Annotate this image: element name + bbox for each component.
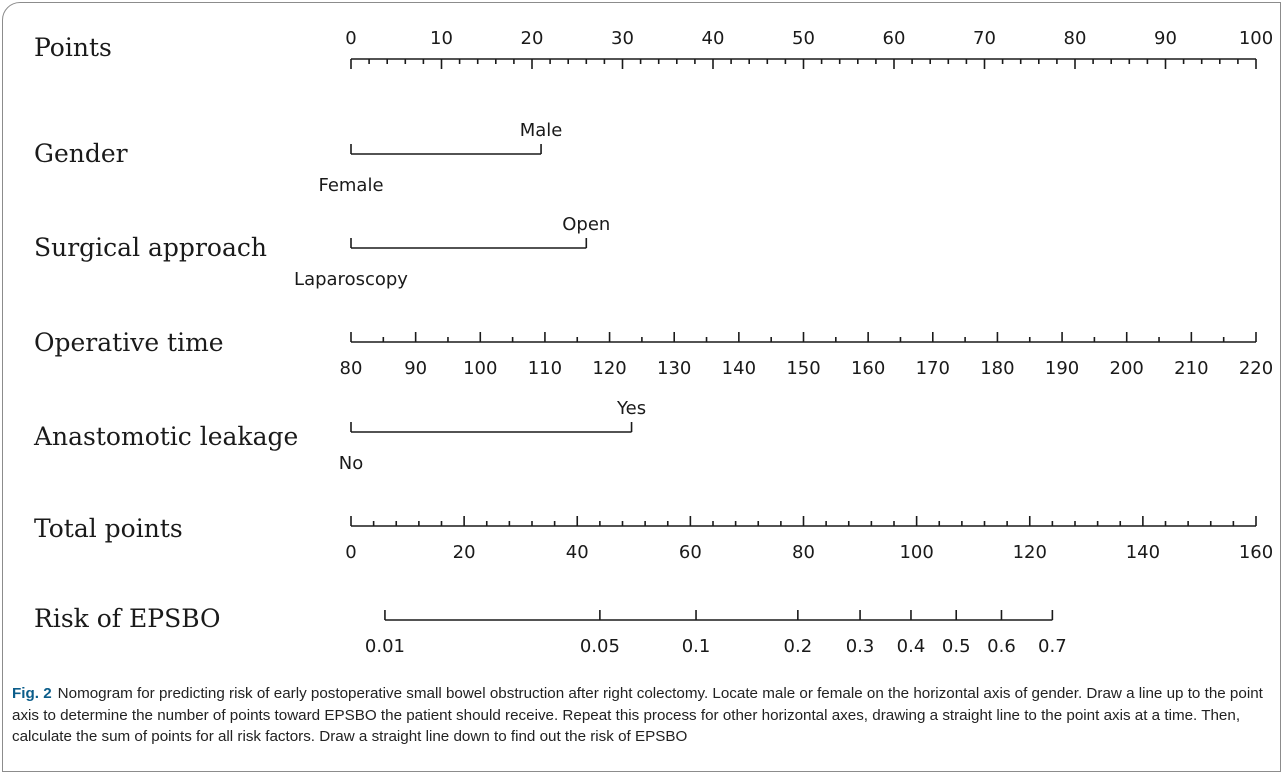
operative-time-tick-label: 160 [851,358,885,379]
operative-time-tick-label: 190 [1045,358,1079,379]
operative-time-row-label: Operative time [34,328,224,357]
total-points-tick-label: 140 [1126,542,1160,563]
operative-time-tick-label: 80 [340,358,363,379]
gender-level-male: Male [520,120,563,141]
gender-level-female: Female [318,175,383,196]
points-tick-label: 10 [430,28,453,49]
risk-of-epsbo-tick-label: 0.7 [1038,636,1067,657]
points-tick-label: 40 [702,28,725,49]
total-points-tick-label: 40 [566,542,589,563]
surgical-approach-level-open: Open [562,214,610,235]
points-tick-label: 80 [1064,28,1087,49]
points-tick-label: 70 [973,28,996,49]
risk-of-epsbo-row-label: Risk of EPSBO [34,604,221,633]
anastomotic-leakage-level-yes: Yes [616,398,646,419]
total-points-tick-label: 100 [899,542,933,563]
operative-time-tick-label: 130 [657,358,691,379]
points-tick-label: 30 [611,28,634,49]
points-tick-label: 60 [883,28,906,49]
risk-of-epsbo-tick-label: 0.1 [682,636,711,657]
total-points-row-label: Total points [34,514,183,543]
surgical-approach-level-laparoscopy: Laparoscopy [294,269,408,290]
operative-time-tick-label: 100 [463,358,497,379]
caption-text: Nomogram for predicting risk of early po… [12,685,1263,745]
operative-time-tick-label: 220 [1239,358,1273,379]
total-points-tick-label: 160 [1239,542,1273,563]
points-tick-label: 90 [1154,28,1177,49]
points-tick-label: 50 [792,28,815,49]
operative-time-tick-label: 90 [404,358,427,379]
operative-time-tick-label: 200 [1110,358,1144,379]
total-points-tick-label: 80 [792,542,815,563]
gender-row-label: Gender [34,139,128,168]
nomogram-chart: Points 0 10 20 30 40 50 60 70 80 90 100 Gender Female… [33,28,1273,657]
risk-of-epsbo-tick-label: 0.4 [897,636,926,657]
total-points-tick-label: 120 [1013,542,1047,563]
total-points-tick-label: 60 [679,542,702,563]
operative-time-tick-label: 180 [980,358,1014,379]
risk-of-epsbo-tick-label: 0.05 [580,636,620,657]
operative-time-tick-label: 120 [592,358,626,379]
points-tick-label: 20 [521,28,544,49]
figure-caption: Fig. 2 Nomogram for predicting risk of ea… [12,683,1274,748]
total-points-tick-label: 0 [345,542,356,563]
operative-time-tick-label: 140 [722,358,756,379]
surgical-approach-row-label: Surgical approach [34,233,267,262]
operative-time-tick-label: 210 [1174,358,1208,379]
points-row-label: Points [34,33,112,62]
points-tick-label: 0 [345,28,356,49]
risk-of-epsbo-tick-label: 0.6 [987,636,1016,657]
risk-of-epsbo-tick-label: 0.01 [365,636,405,657]
figure-label: Fig. 2 [12,685,52,702]
operative-time-tick-label: 170 [916,358,950,379]
risk-of-epsbo-tick-label: 0.5 [942,636,971,657]
total-points-tick-label: 20 [453,542,476,563]
anastomotic-leakage-row-label: Anastomotic leakage [33,422,298,451]
risk-of-epsbo-tick-label: 0.2 [784,636,813,657]
operative-time-tick-label: 110 [528,358,562,379]
operative-time-tick-label: 150 [786,358,820,379]
points-tick-label: 100 [1239,28,1273,49]
anastomotic-leakage-level-no: No [339,453,363,474]
risk-of-epsbo-tick-label: 0.3 [846,636,875,657]
